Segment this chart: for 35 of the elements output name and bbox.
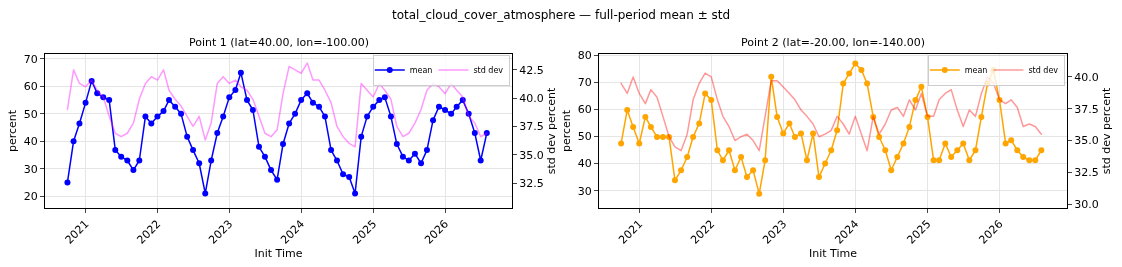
y2-tick-label: 40.0 bbox=[1074, 70, 1099, 84]
y2-tick-label: 40.0 bbox=[519, 92, 544, 106]
y-tick-label: 30 bbox=[577, 184, 592, 198]
legend-label: mean bbox=[964, 66, 988, 76]
y2-tick-label: 35.0 bbox=[519, 148, 544, 162]
y2-tick-label: 37.5 bbox=[519, 120, 544, 134]
y-tick-label: 60 bbox=[23, 80, 38, 94]
y2-tick-label: 32.5 bbox=[1074, 166, 1099, 180]
legend-label: mean bbox=[409, 66, 433, 76]
y-tick-label: 50 bbox=[577, 130, 592, 144]
x-axis-title: Init Time bbox=[808, 246, 858, 260]
y-tick-label: 70 bbox=[23, 52, 38, 66]
y2-tick-label: 32.5 bbox=[519, 176, 544, 190]
legend-label: std dev bbox=[1028, 66, 1059, 76]
y2-tick-label: 30.0 bbox=[1074, 198, 1099, 212]
chart-title: Point 1 (lat=40.00, lon=-100.00) bbox=[189, 36, 370, 49]
chart-title: Point 2 (lat=-20.00, lon=-140.00) bbox=[741, 36, 926, 49]
y2-axis-title: std dev percent bbox=[1099, 87, 1113, 175]
y-tick-label: 30 bbox=[23, 162, 38, 176]
y-tick-label: 40 bbox=[23, 135, 38, 149]
y-tick-label: 80 bbox=[577, 48, 592, 62]
y-axis-title: percent bbox=[6, 109, 20, 153]
y2-axis-title: std dev percent bbox=[544, 87, 558, 175]
y-tick-label: 20 bbox=[23, 190, 38, 204]
y-tick-label: 40 bbox=[577, 157, 592, 171]
text: total_cloud_cover_atmosphere — full-period mean ± std bbox=[392, 8, 731, 22]
y2-tick-label: 42.5 bbox=[519, 63, 544, 77]
y2-tick-label: 35.0 bbox=[1074, 134, 1099, 148]
y-tick-label: 50 bbox=[23, 107, 38, 121]
y-tick-label: 70 bbox=[577, 76, 592, 90]
y-tick-label: 60 bbox=[577, 103, 592, 117]
legend-label: std dev bbox=[473, 66, 504, 76]
y2-tick-label: 37.5 bbox=[1074, 102, 1099, 116]
x-axis-title: Init Time bbox=[254, 246, 303, 260]
y-axis-title: percent bbox=[560, 109, 574, 153]
